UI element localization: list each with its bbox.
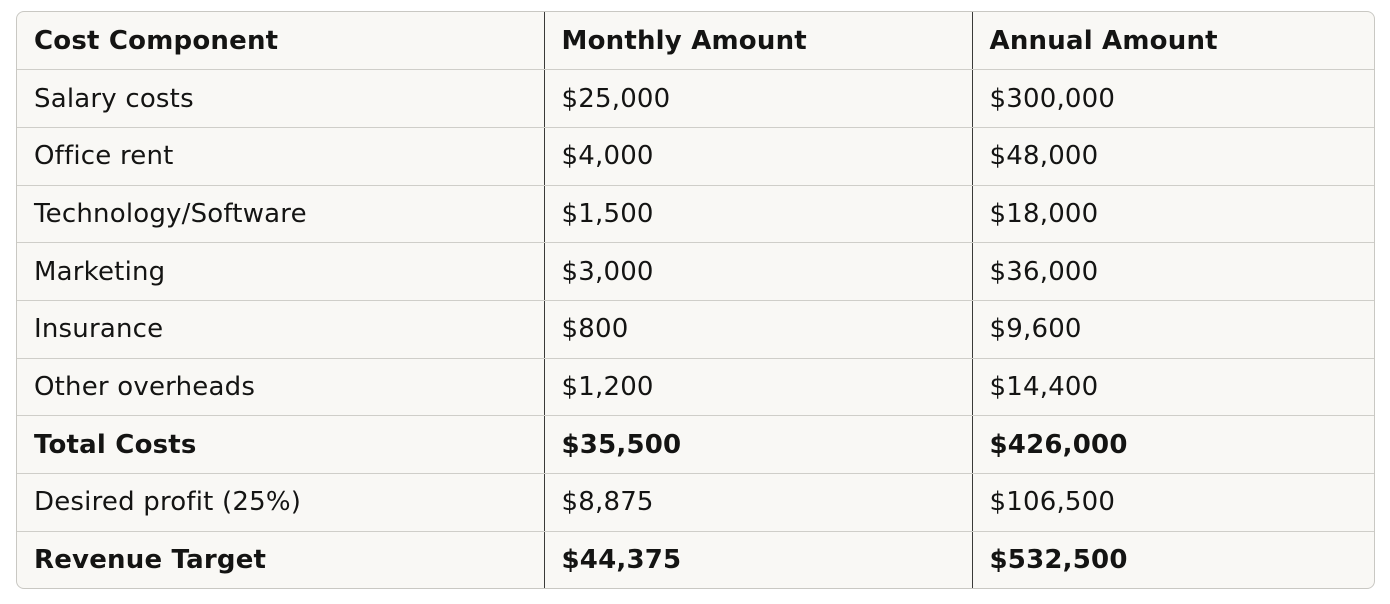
table-row: Other overheads $1,200 $14,400 <box>17 358 1374 417</box>
monthly-amount-cell: $44,375 <box>544 531 973 588</box>
cost-component-cell: Total Costs <box>17 415 545 474</box>
cost-component-cell: Office rent <box>17 127 545 186</box>
annual-amount-cell: $106,500 <box>972 473 1374 532</box>
table-row: Insurance $800 $9,600 <box>17 300 1374 359</box>
header-cost-component: Cost Component <box>17 12 545 71</box>
monthly-amount-cell: $8,875 <box>544 473 973 532</box>
monthly-amount-cell: $800 <box>544 300 973 359</box>
monthly-amount-cell: $1,500 <box>544 185 973 244</box>
annual-amount-cell: $14,400 <box>972 358 1374 417</box>
table-row: Salary costs $25,000 $300,000 <box>17 69 1374 128</box>
cost-component-cell: Revenue Target <box>17 531 545 588</box>
annual-amount-cell: $36,000 <box>972 242 1374 301</box>
monthly-amount-cell: $25,000 <box>544 69 973 128</box>
annual-amount-cell: $48,000 <box>972 127 1374 186</box>
cost-component-cell: Other overheads <box>17 358 545 417</box>
monthly-amount-cell: $3,000 <box>544 242 973 301</box>
cost-table-container: Cost Component Monthly Amount Annual Amo… <box>16 11 1375 589</box>
cost-component-cell: Technology/Software <box>17 185 545 244</box>
annual-amount-cell: $532,500 <box>989 545 1128 576</box>
monthly-amount-cell: $4,000 <box>544 127 973 186</box>
header-monthly-amount: Monthly Amount <box>544 12 973 71</box>
cost-component-cell: Salary costs <box>17 69 545 128</box>
table-row: Total Costs $35,500 $426,000 <box>17 415 1374 474</box>
table-header-row: Cost Component Monthly Amount Annual Amo… <box>17 12 1374 71</box>
annual-amount-cell: $426,000 <box>972 415 1374 474</box>
cost-component-cell: Marketing <box>17 242 545 301</box>
cost-table: Cost Component Monthly Amount Annual Amo… <box>17 12 1374 588</box>
annual-amount-cell: $300,000 <box>972 69 1374 128</box>
monthly-amount-cell: $35,500 <box>544 415 973 474</box>
cost-component-cell: Desired profit (25%) <box>17 473 545 532</box>
table-row: Desired profit (25%) $8,875 $106,500 <box>17 473 1374 532</box>
cost-component-cell: Insurance <box>17 300 545 359</box>
monthly-amount-cell: $1,200 <box>544 358 973 417</box>
table-row: Office rent $4,000 $48,000 <box>17 127 1374 186</box>
table-row: Marketing $3,000 $36,000 <box>17 242 1374 301</box>
annual-amount-cell: $18,000 <box>972 185 1374 244</box>
annual-amount-cell: $9,600 <box>972 300 1374 359</box>
table-row: Technology/Software $1,500 $18,000 <box>17 185 1374 244</box>
table-row: Revenue Target $44,375 $532,500 <box>17 531 1374 588</box>
header-annual-amount: Annual Amount <box>972 12 1374 71</box>
